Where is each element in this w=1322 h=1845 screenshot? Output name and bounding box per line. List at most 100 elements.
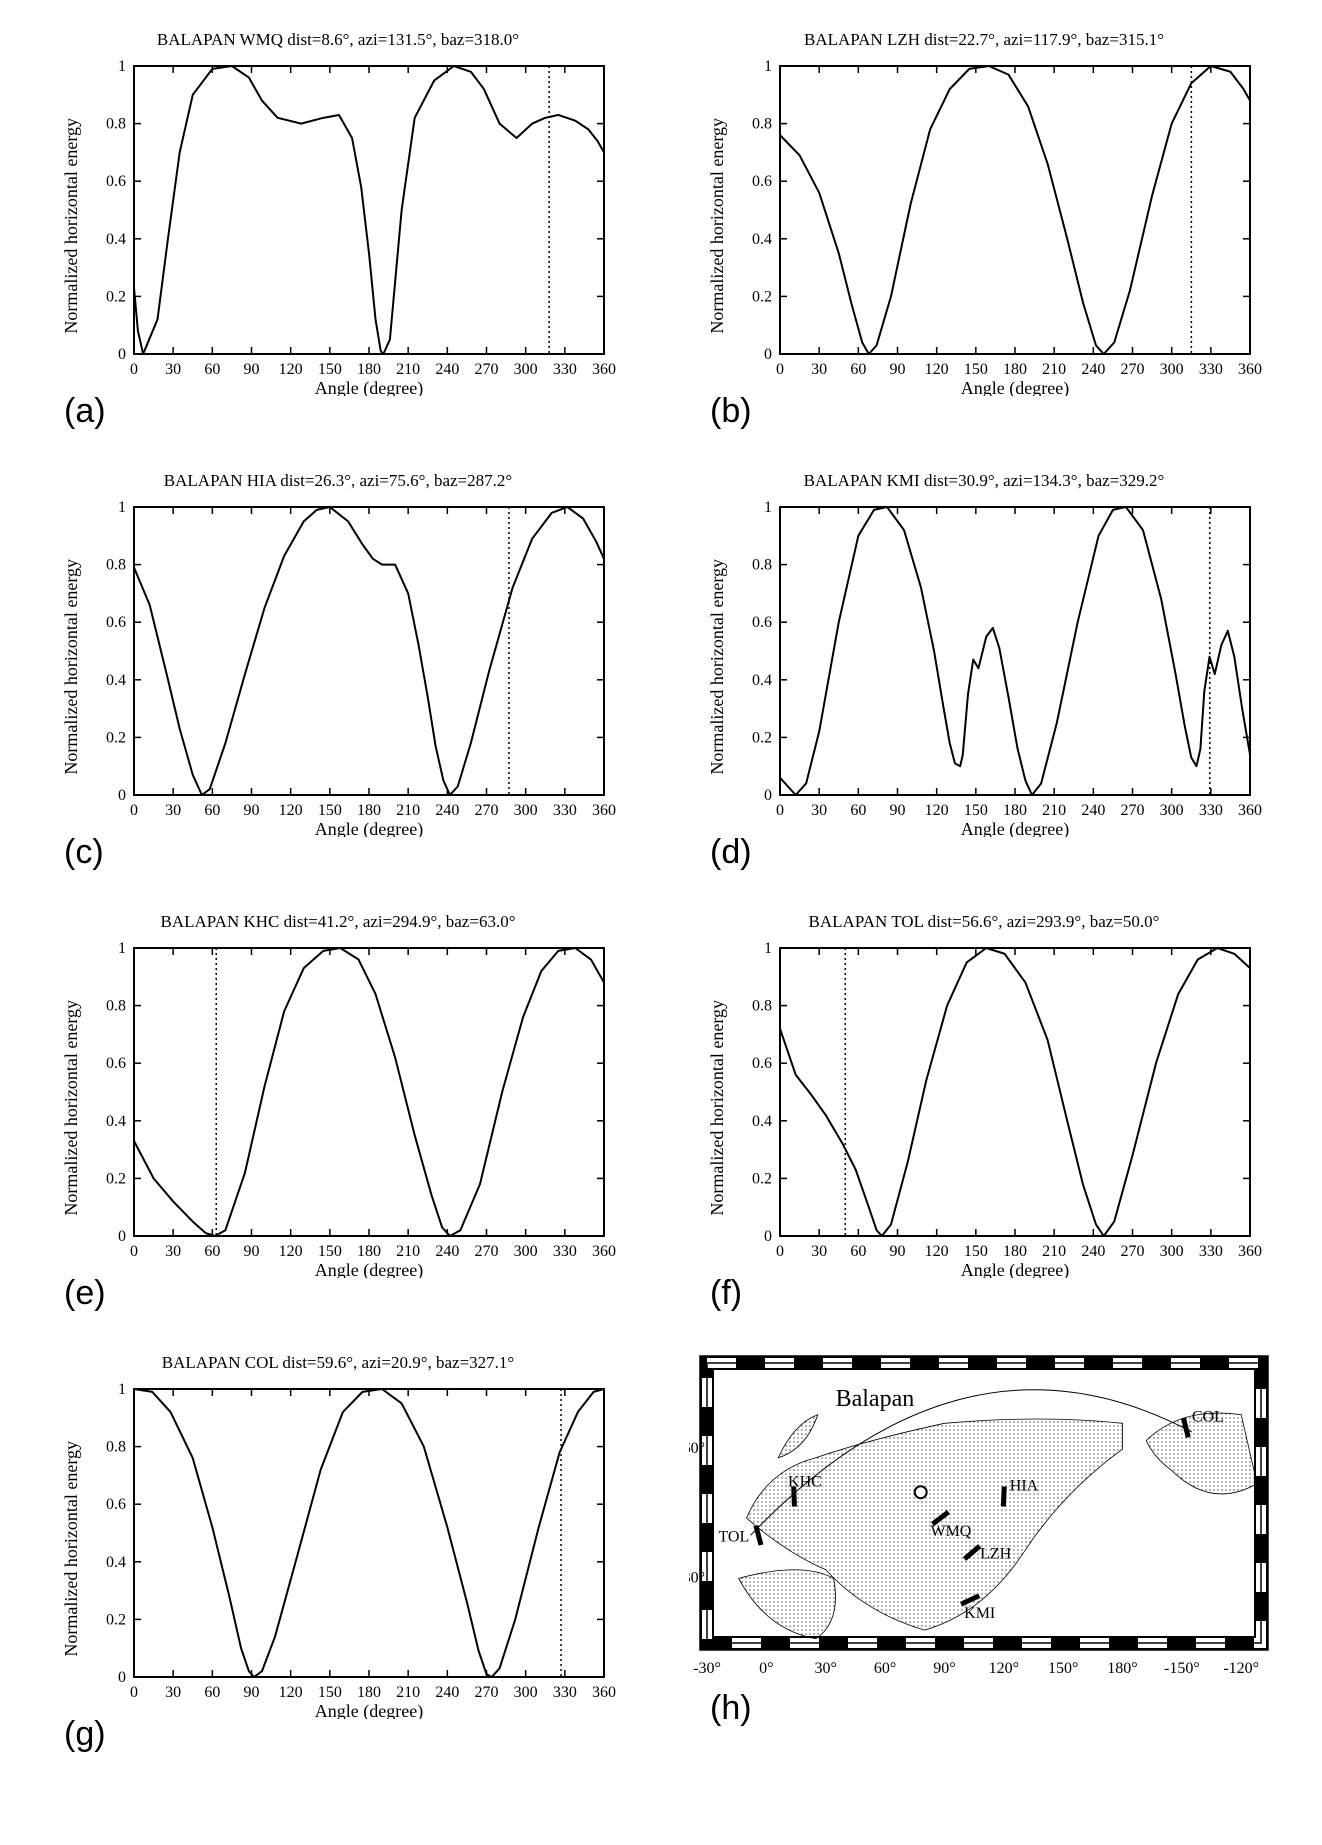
- svg-text:0.4: 0.4: [752, 231, 772, 248]
- svg-text:60°: 60°: [689, 1440, 705, 1457]
- svg-text:0: 0: [776, 1243, 784, 1260]
- svg-text:60: 60: [204, 1684, 220, 1701]
- svg-text:0.2: 0.2: [106, 729, 126, 746]
- chart-svg: 030609012015018021024027030033036000.20.…: [732, 56, 1262, 396]
- map-svg: -30°0°30°60°90°120°150°180°-150°-120°30°…: [689, 1353, 1279, 1693]
- svg-text:120: 120: [924, 1243, 948, 1260]
- panel-d: BALAPAN KMI dist=30.9°, azi=134.3°, baz=…: [676, 471, 1292, 872]
- svg-text:150: 150: [317, 361, 341, 378]
- svg-text:Angle (degree): Angle (degree): [314, 1701, 422, 1719]
- plot-wrap: Normalized horizontal energy030609012015…: [61, 497, 616, 837]
- panel-letter: (a): [64, 392, 106, 431]
- svg-text:90: 90: [889, 802, 905, 819]
- chart-svg: 030609012015018021024027030033036000.20.…: [86, 497, 616, 837]
- svg-text:0.4: 0.4: [106, 231, 126, 248]
- y-axis-label: Normalized horizontal energy: [61, 559, 82, 775]
- chart-title: BALAPAN KHC dist=41.2°, azi=294.9°, baz=…: [161, 912, 516, 932]
- panel-letter: (c): [64, 833, 104, 872]
- svg-text:30: 30: [165, 1243, 181, 1260]
- svg-text:90: 90: [889, 1243, 905, 1260]
- svg-text:30: 30: [165, 1684, 181, 1701]
- svg-text:150: 150: [963, 802, 987, 819]
- plot-wrap: Normalized horizontal energy030609012015…: [61, 56, 616, 396]
- svg-text:330: 330: [552, 1243, 576, 1260]
- svg-text:60: 60: [204, 802, 220, 819]
- y-axis-label: Normalized horizontal energy: [707, 118, 728, 334]
- svg-text:210: 210: [1042, 361, 1066, 378]
- svg-text:150: 150: [317, 802, 341, 819]
- svg-text:360: 360: [1238, 361, 1262, 378]
- svg-text:240: 240: [435, 1684, 459, 1701]
- svg-text:330: 330: [552, 802, 576, 819]
- svg-text:240: 240: [435, 1243, 459, 1260]
- svg-text:150°: 150°: [1048, 1660, 1078, 1677]
- panel-e: BALAPAN KHC dist=41.2°, azi=294.9°, baz=…: [30, 912, 646, 1313]
- svg-text:0.4: 0.4: [106, 1554, 126, 1571]
- svg-text:0.8: 0.8: [106, 557, 126, 574]
- svg-text:120: 120: [924, 802, 948, 819]
- station-label-KHC: KHC: [788, 1474, 822, 1491]
- svg-text:30: 30: [165, 802, 181, 819]
- y-axis-label: Normalized horizontal energy: [61, 1000, 82, 1216]
- svg-text:270: 270: [474, 1243, 498, 1260]
- svg-text:0: 0: [776, 802, 784, 819]
- svg-text:150: 150: [963, 1243, 987, 1260]
- svg-text:360: 360: [592, 361, 616, 378]
- svg-text:90: 90: [243, 802, 259, 819]
- svg-text:180: 180: [1003, 361, 1027, 378]
- svg-text:360: 360: [592, 802, 616, 819]
- svg-text:60: 60: [850, 1243, 866, 1260]
- svg-text:30: 30: [165, 361, 181, 378]
- svg-text:Angle (degree): Angle (degree): [314, 378, 422, 396]
- plot-wrap: Normalized horizontal energy030609012015…: [707, 497, 1262, 837]
- panel-letter: (g): [64, 1715, 106, 1754]
- svg-text:210: 210: [396, 1243, 420, 1260]
- svg-text:0.2: 0.2: [752, 729, 772, 746]
- svg-text:0.6: 0.6: [752, 614, 772, 631]
- svg-text:0: 0: [118, 346, 126, 363]
- svg-text:360: 360: [592, 1684, 616, 1701]
- svg-text:0.4: 0.4: [106, 672, 126, 689]
- svg-text:1: 1: [118, 58, 126, 75]
- svg-text:0.8: 0.8: [106, 1439, 126, 1456]
- svg-text:240: 240: [1081, 1243, 1105, 1260]
- chart-title: BALAPAN TOL dist=56.6°, azi=293.9°, baz=…: [809, 912, 1160, 932]
- svg-text:Angle (degree): Angle (degree): [960, 819, 1068, 837]
- svg-text:180°: 180°: [1107, 1660, 1137, 1677]
- svg-text:0.6: 0.6: [106, 1496, 126, 1513]
- y-axis-label: Normalized horizontal energy: [707, 559, 728, 775]
- svg-text:120: 120: [278, 1684, 302, 1701]
- svg-text:-30°: -30°: [693, 1660, 721, 1677]
- chart-title: BALAPAN COL dist=59.6°, azi=20.9°, baz=3…: [162, 1353, 514, 1373]
- svg-text:60: 60: [850, 361, 866, 378]
- svg-text:0: 0: [764, 787, 772, 804]
- svg-text:0.6: 0.6: [752, 173, 772, 190]
- svg-text:60: 60: [204, 1243, 220, 1260]
- svg-text:0.8: 0.8: [752, 998, 772, 1015]
- svg-text:210: 210: [1042, 1243, 1066, 1260]
- svg-text:30: 30: [811, 802, 827, 819]
- panel-letter: (e): [64, 1274, 106, 1313]
- svg-text:120: 120: [278, 802, 302, 819]
- svg-text:120: 120: [278, 1243, 302, 1260]
- y-axis-label: Normalized horizontal energy: [61, 1441, 82, 1657]
- svg-text:150: 150: [317, 1684, 341, 1701]
- svg-text:0.6: 0.6: [106, 1055, 126, 1072]
- svg-text:0: 0: [118, 1228, 126, 1245]
- svg-text:0.8: 0.8: [752, 557, 772, 574]
- svg-text:Angle (degree): Angle (degree): [314, 1260, 422, 1278]
- svg-text:90: 90: [243, 1684, 259, 1701]
- svg-text:270: 270: [1120, 802, 1144, 819]
- svg-text:150: 150: [317, 1243, 341, 1260]
- svg-text:270: 270: [1120, 1243, 1144, 1260]
- svg-text:120: 120: [278, 361, 302, 378]
- svg-text:150: 150: [963, 361, 987, 378]
- svg-text:240: 240: [1081, 361, 1105, 378]
- svg-text:360: 360: [1238, 802, 1262, 819]
- svg-text:0: 0: [130, 361, 138, 378]
- svg-text:180: 180: [357, 361, 381, 378]
- panel-letter: (d): [710, 833, 752, 872]
- svg-text:30: 30: [811, 361, 827, 378]
- svg-text:0.4: 0.4: [106, 1113, 126, 1130]
- svg-text:30: 30: [811, 1243, 827, 1260]
